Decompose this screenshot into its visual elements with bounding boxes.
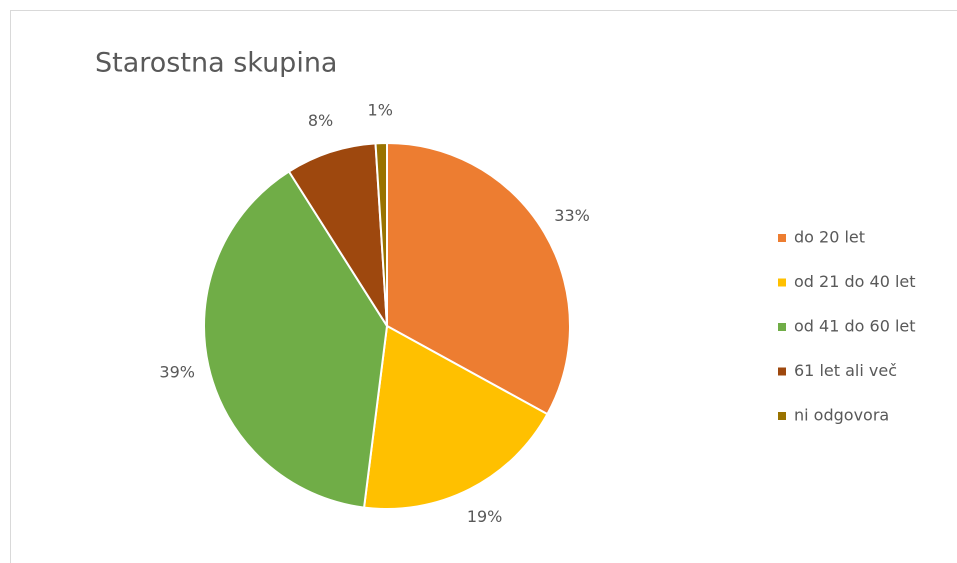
legend-marker	[778, 412, 786, 420]
legend-label: 61 let ali več	[794, 361, 897, 380]
legend-marker	[778, 367, 786, 376]
pie-slice	[287, 142, 388, 327]
data-label: 8%	[308, 111, 333, 130]
pie-slice	[374, 141, 388, 327]
legend-label: od 41 do 60 let	[794, 317, 916, 336]
data-label: 1%	[368, 101, 393, 120]
legend-label: ni odgovora	[794, 406, 889, 425]
pie-slice	[386, 141, 571, 416]
legend-marker	[778, 323, 786, 331]
legend-marker	[778, 234, 786, 242]
legend-label: do 20 let	[794, 228, 865, 247]
data-label: 19%	[467, 507, 503, 526]
data-label: 39%	[159, 362, 195, 381]
chart-title: Starostna skupina	[95, 48, 337, 79]
pie-slice	[362, 324, 549, 510]
legend-label: od 21 do 40 let	[794, 272, 916, 291]
data-label: 33%	[554, 206, 590, 225]
legend-marker	[778, 278, 786, 287]
